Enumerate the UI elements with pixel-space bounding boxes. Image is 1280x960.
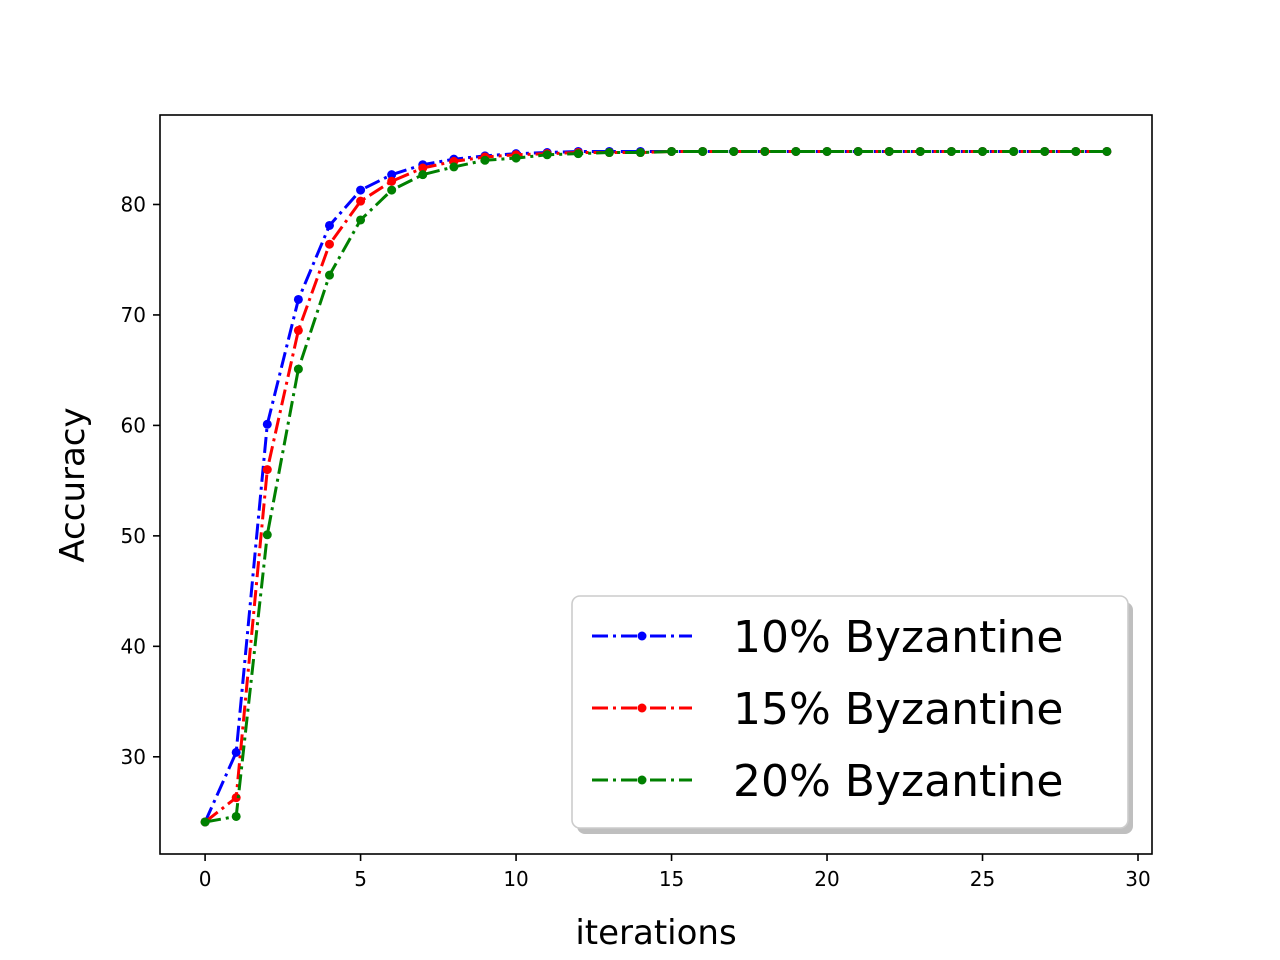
data-point-20-byzantine [293,364,303,374]
data-point-20-byzantine [231,811,241,821]
data-point-20-byzantine [604,148,614,158]
data-point-20-byzantine [387,185,397,195]
data-point-20-byzantine [511,153,521,163]
x-tick-label: 5 [354,867,367,891]
plot-frame [159,114,1153,855]
x-tick-label: 10 [503,867,528,891]
legend-label-15-byzantine: 15% Byzantine [733,684,1063,735]
y-tick-label: 60 [121,413,146,437]
legend: 10% Byzantine 15% Byzantine 20% Byzantine [571,595,1133,834]
y-axis-label: Accuracy [53,407,93,562]
y-tick-label: 30 [121,745,146,769]
y-tick-label: 70 [121,303,146,327]
x-tick-label: 20 [814,867,839,891]
data-point-20-byzantine [262,530,272,540]
data-point-20-byzantine [418,170,428,180]
data-point-20-byzantine [822,146,832,156]
data-point-20-byzantine [698,146,708,156]
data-point-20-byzantine [760,146,770,156]
data-point-10-byzantine [231,747,241,757]
data-point-20-byzantine [667,146,677,156]
data-point-10-byzantine [356,185,366,195]
series-line-20-byzantine [204,149,1107,824]
x-tick-label: 0 [199,867,212,891]
data-point-20-byzantine [1071,146,1081,156]
data-point-15-byzantine [262,465,272,475]
legend-box [571,595,1129,829]
data-point-20-byzantine [1009,146,1019,156]
data-point-15-byzantine [418,163,428,173]
data-point-20-byzantine [729,146,739,156]
legend-marker-10-byzantine [637,631,647,641]
data-point-15-byzantine [387,176,397,186]
data-point-10-byzantine [387,170,397,180]
data-point-15-byzantine [356,196,366,206]
legend-label-20-byzantine: 20% Byzantine [733,756,1063,807]
data-point-20-byzantine [449,162,459,172]
x-tick-label: 25 [970,867,995,891]
data-point-20-byzantine [356,215,366,225]
data-point-15-byzantine [324,239,334,249]
data-point-10-byzantine [262,419,272,429]
data-point-15-byzantine [293,325,303,335]
data-point-20-byzantine [542,150,552,160]
y-tick-label: 50 [121,524,146,548]
series-layer [200,146,1112,827]
data-point-20-byzantine [853,146,863,156]
data-point-20-byzantine [978,146,988,156]
y-axis-ticks: 30 40 50 60 70 80 [121,192,160,769]
data-point-20-byzantine [915,146,925,156]
data-point-20-byzantine [200,817,210,827]
x-axis-label: iterations [575,913,736,953]
data-point-20-byzantine [480,155,490,165]
x-tick-label: 30 [1125,867,1150,891]
data-point-10-byzantine [293,294,303,304]
data-point-20-byzantine [791,146,801,156]
legend-label-10-byzantine: 10% Byzantine [733,612,1063,663]
data-point-20-byzantine [946,146,956,156]
data-point-20-byzantine [1040,146,1050,156]
x-tick-label: 15 [659,867,684,891]
y-tick-label: 40 [121,634,146,658]
data-point-10-byzantine [324,220,334,230]
x-axis-ticks: 0 5 10 15 20 25 30 [199,854,1151,891]
data-point-20-byzantine [884,146,894,156]
legend-marker-20-byzantine [637,775,647,785]
legend-marker-15-byzantine [637,703,647,713]
y-tick-label: 80 [121,192,146,216]
data-point-20-byzantine [324,270,334,280]
data-point-20-byzantine [1102,146,1112,156]
data-point-20-byzantine [573,149,583,159]
data-point-20-byzantine [635,148,645,158]
legend-items: 10% Byzantine 15% Byzantine 20% Byzantine [592,612,1063,807]
